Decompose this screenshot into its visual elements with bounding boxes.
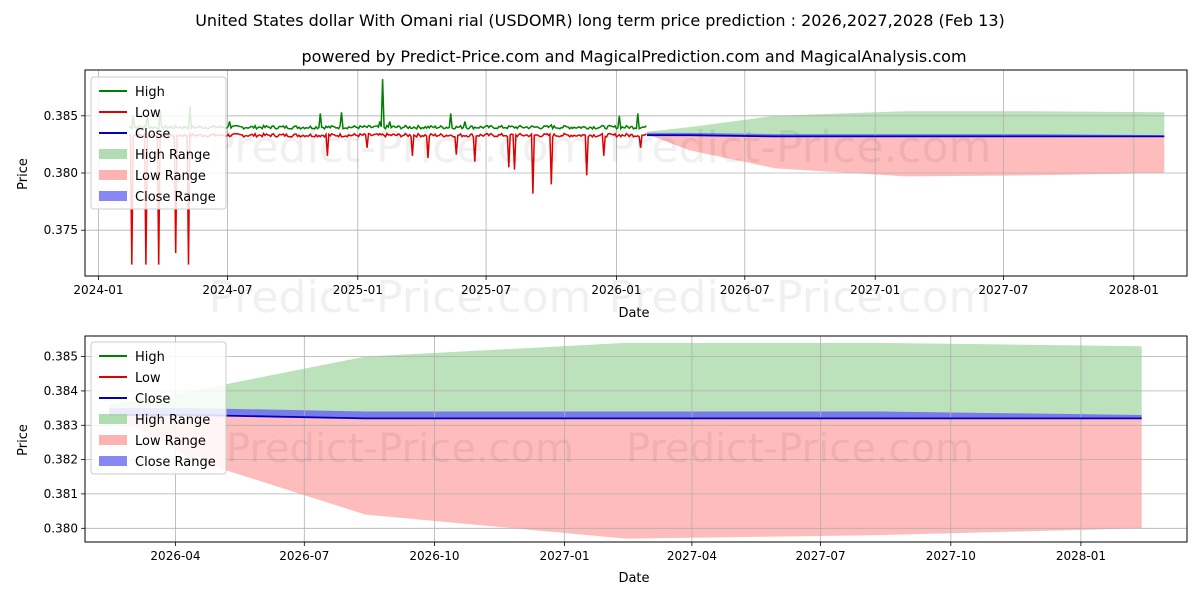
top-y-axis-label: Price xyxy=(16,158,31,190)
legend-label: Close Range xyxy=(135,455,216,470)
legend-label: High Range xyxy=(135,413,210,428)
y-tick-label: 0.380 xyxy=(44,166,78,180)
top-watermark-4: Predict-Price.com xyxy=(609,272,992,323)
y-tick-label: 0.375 xyxy=(44,223,78,237)
x-tick-label: 2026-04 xyxy=(150,549,200,563)
x-tick-label: 2025-07 xyxy=(461,283,511,297)
bottom-ticks: 2026-04 2026-07 2026-10 2027-01 2027-04 2027-… xyxy=(44,350,1106,563)
top-ticks: 2024-01 2024-07 2025-01 2025-07 2026-01 2026-… xyxy=(44,109,1159,297)
top-plot-frame xyxy=(84,69,1188,277)
top-watermark-2: Predict-Price.com xyxy=(609,122,992,173)
bottom-y-axis-label: Price xyxy=(16,424,31,456)
top-watermark-3: Predict-Price.com xyxy=(209,272,592,323)
top-legend: High Low Close High Range Low Range Close Ran… xyxy=(90,76,227,210)
legend-label: High xyxy=(135,85,165,100)
x-tick-label: 2025-01 xyxy=(333,283,383,297)
legend-label: Close Range xyxy=(135,190,216,205)
x-tick-label: 2028-01 xyxy=(1056,549,1106,563)
bottom-x-axis-label: Date xyxy=(618,571,649,586)
legend-label: High xyxy=(135,350,165,365)
legend-label: Low xyxy=(135,371,161,386)
close-forecast-line xyxy=(647,134,1165,138)
legend-swatch xyxy=(99,414,127,424)
bottom-grid xyxy=(85,336,1187,542)
x-tick-label: 2024-07 xyxy=(202,283,252,297)
bottom-high-range-band xyxy=(109,342,1142,419)
bottom-close-range-band xyxy=(109,408,1142,419)
top-high-range-band xyxy=(647,111,1165,137)
bottom-legend: High Low Close High Range Low Range Close Ran… xyxy=(90,341,227,475)
legend-swatch xyxy=(99,170,127,180)
bottom-plot-frame xyxy=(84,335,1188,543)
legend-swatch xyxy=(99,435,127,445)
history-forecast-plot: Predict-Price.com Predict-Price.com Pred… xyxy=(16,69,1188,323)
bottom-range-bands xyxy=(109,342,1142,539)
top-grid xyxy=(85,70,1187,276)
x-tick-label: 2027-01 xyxy=(850,283,900,297)
chart-title: United States dollar With Omani rial (US… xyxy=(195,11,1005,30)
bottom-low-range-band xyxy=(109,411,1142,539)
legend-label: Close xyxy=(135,392,170,407)
chart-subtitle: powered by Predict-Price.com and Magical… xyxy=(301,47,966,66)
bottom-watermark-1: Predict-Price.com xyxy=(226,426,574,472)
x-tick-label: 2027-07 xyxy=(796,549,846,563)
legend-label: Low xyxy=(135,106,161,121)
x-tick-label: 2027-04 xyxy=(667,549,717,563)
x-tick-label: 2026-10 xyxy=(409,549,459,563)
legend-swatch xyxy=(99,149,127,159)
y-tick-label: 0.382 xyxy=(44,453,78,467)
x-tick-label: 2026-07 xyxy=(279,549,329,563)
top-low-range-band xyxy=(647,134,1165,177)
top-range-bands xyxy=(647,111,1165,177)
y-tick-label: 0.383 xyxy=(44,418,78,432)
legend-label: Low Range xyxy=(135,434,206,449)
x-tick-label: 2024-01 xyxy=(73,283,123,297)
legend-swatch xyxy=(99,456,127,466)
x-tick-label: 2028-01 xyxy=(1109,283,1159,297)
y-tick-label: 0.381 xyxy=(44,487,78,501)
x-tick-label: 2027-07 xyxy=(978,283,1028,297)
forecast-zoom-plot: Predict-Price.com Predict-Price.com 2026… xyxy=(16,335,1188,586)
y-tick-label: 0.384 xyxy=(44,384,78,398)
legend-label: High Range xyxy=(135,148,210,163)
top-watermark-1: Predict-Price.com xyxy=(209,122,592,173)
bottom-watermark-2: Predict-Price.com xyxy=(626,426,974,472)
x-tick-label: 2027-10 xyxy=(926,549,976,563)
legend-label: Low Range xyxy=(135,169,206,184)
x-tick-label: 2026-01 xyxy=(591,283,641,297)
x-tick-label: 2027-01 xyxy=(540,549,590,563)
y-tick-label: 0.385 xyxy=(44,350,78,364)
y-tick-label: 0.380 xyxy=(44,521,78,535)
legend-swatch xyxy=(99,191,127,201)
legend-label: Close xyxy=(135,127,170,142)
x-tick-label: 2026-07 xyxy=(720,283,770,297)
top-x-axis-label: Date xyxy=(618,306,649,321)
y-tick-label: 0.385 xyxy=(44,109,78,123)
